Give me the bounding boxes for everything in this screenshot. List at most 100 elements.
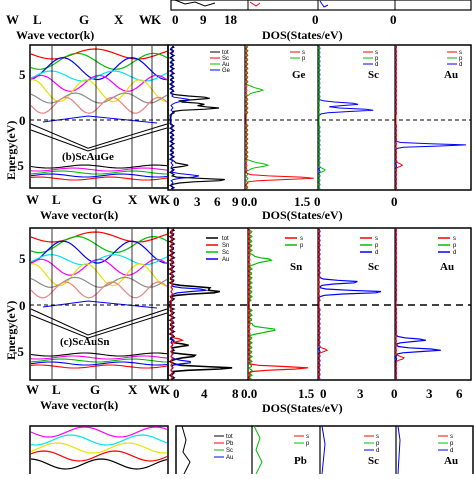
dos-frame-b bbox=[167, 44, 472, 191]
dos-curve-3 bbox=[245, 45, 314, 190]
dos-tick-b-0c: 0 bbox=[391, 194, 398, 209]
element-label-b-ge: Ge bbox=[292, 69, 306, 81]
legend-d-pb-orbitals: s p bbox=[294, 434, 310, 447]
dos-curve-0 bbox=[168, 45, 225, 190]
legend-d-au-orbitals: s p d bbox=[438, 434, 454, 454]
dos-tick-c-0c: 0 bbox=[391, 386, 398, 401]
band-flat-2 bbox=[30, 170, 168, 175]
band-conduction-1 bbox=[30, 52, 168, 70]
legend-b-ge-p: p bbox=[302, 56, 306, 62]
kpoint-W: W bbox=[6, 12, 19, 27]
legend-c-tot: tot bbox=[222, 236, 229, 242]
band-d-0 bbox=[30, 426, 168, 438]
band-conduction-2 bbox=[30, 240, 168, 264]
dos-tick-c-3: 3 bbox=[357, 386, 364, 401]
legend-c-sn: Sn bbox=[222, 243, 229, 249]
dos-frame-c bbox=[167, 227, 472, 381]
legend-c-sc: Sc bbox=[222, 250, 229, 256]
legend-d-au-s: s bbox=[450, 434, 453, 440]
element-label-c-sc: Sc bbox=[368, 261, 379, 273]
legend-b-tot: tot bbox=[222, 50, 229, 56]
energy-tick-b-0: 0 bbox=[19, 113, 26, 128]
band-flat-1 bbox=[30, 355, 168, 360]
compound-label-b: (b)ScAuGe bbox=[62, 151, 114, 163]
dos-curve-d-tot bbox=[181, 425, 191, 475]
legend-d-au: Au bbox=[226, 455, 233, 461]
element-label-d-sc: Sc bbox=[368, 455, 379, 467]
dos-tick-b-15: 1.5 bbox=[294, 194, 311, 209]
legend-d-au-p: p bbox=[450, 441, 454, 447]
dos-curve-top-tot bbox=[174, 0, 216, 7]
band-valence-v1 bbox=[30, 123, 168, 149]
band-kpoint-labels-top: W L G X W K bbox=[6, 12, 162, 27]
legend-c-sc-orbitals: s p d bbox=[360, 236, 379, 256]
legend-b-sc-orbitals: s p d bbox=[363, 50, 379, 68]
band-flat-2 bbox=[30, 358, 168, 363]
band-conduction-6 bbox=[30, 276, 168, 288]
dos-tick-b-0: 0 bbox=[173, 194, 180, 209]
dos-tick-b-6: 6 bbox=[214, 194, 221, 209]
dos-tick-top-9: 9 bbox=[200, 12, 207, 27]
legend-b-sc: Sc bbox=[222, 56, 229, 62]
kpoint-K: K bbox=[151, 12, 162, 27]
kpoint-c-W: W bbox=[26, 382, 39, 397]
element-label-d-pb: Pb bbox=[294, 455, 307, 467]
dos-tick-c-6: 6 bbox=[456, 386, 463, 401]
dos-curve-d-sc bbox=[321, 425, 326, 475]
dos-tick-c-4: 4 bbox=[201, 386, 208, 401]
band-valence-v2 bbox=[30, 312, 168, 339]
legend-d-pb: Pb bbox=[226, 441, 234, 447]
wave-vector-xlabel-top: Wave vector(k) bbox=[16, 28, 94, 42]
dos-tick-c-3b: 3 bbox=[426, 386, 433, 401]
dos-tick-top-0: 0 bbox=[172, 12, 179, 27]
dos-curve-top-s bbox=[249, 1, 261, 7]
dos-tick-b-3: 3 bbox=[194, 194, 201, 209]
dos-tick-top-18: 18 bbox=[224, 12, 238, 27]
kpoint-c-G: G bbox=[90, 382, 100, 397]
legend-c-au: Au bbox=[222, 257, 229, 263]
wave-vector-xlabel-c: Wave vector(k) bbox=[40, 398, 118, 412]
kpoint-b-G: G bbox=[92, 192, 102, 207]
dos-curve-1 bbox=[170, 45, 200, 190]
kpoint-b-L: L bbox=[52, 192, 61, 207]
dos-xlabel-b: DOS(States/eV) bbox=[262, 208, 343, 222]
kpoint-L: L bbox=[33, 12, 42, 27]
element-label-b-sc: Sc bbox=[368, 69, 379, 81]
band-flat-3 bbox=[30, 173, 168, 178]
band-flat-4 bbox=[30, 364, 168, 369]
dos-curve-7 bbox=[395, 228, 441, 380]
legend-d-tot: tot bbox=[226, 434, 233, 440]
band-conduction-5 bbox=[31, 263, 168, 287]
element-label-c-au: Au bbox=[440, 261, 454, 273]
legend-c-sc-p: p bbox=[375, 243, 379, 249]
legend-c-total: tot Sn Sc Au bbox=[206, 236, 229, 263]
legend-d-total: tot Pb Sc Au bbox=[214, 434, 234, 461]
legend-b-au-s: s bbox=[459, 50, 462, 56]
band-frame-b bbox=[29, 44, 169, 189]
dos-curve-d-p bbox=[253, 425, 263, 475]
legend-b-au-p: p bbox=[459, 56, 463, 62]
band-conduction-2 bbox=[30, 57, 168, 81]
dos-tick-c-00: 0.0 bbox=[241, 386, 257, 401]
legend-b-au-orbitals: s p d bbox=[447, 50, 463, 68]
legend-d-sc: Sc bbox=[226, 448, 233, 454]
legend-c-sn-p: p bbox=[300, 243, 304, 249]
kpoint-c-K: K bbox=[160, 382, 171, 397]
dos-tick-c-15: 1.5 bbox=[298, 386, 315, 401]
dos-xlabel-c: DOS(States/eV) bbox=[262, 401, 343, 415]
element-label-c-sn: Sn bbox=[290, 261, 302, 273]
kpoint-c-X: X bbox=[128, 382, 138, 397]
kpoint-c-L: L bbox=[52, 382, 61, 397]
band-valence-v1 bbox=[30, 308, 168, 336]
legend-d-pb-s: s bbox=[306, 434, 309, 440]
dos-xlabel-top: DOS(States/eV) bbox=[262, 28, 343, 42]
band-flat-0 bbox=[30, 164, 168, 169]
legend-b-sc-s: s bbox=[375, 50, 378, 56]
dos-curve-6 bbox=[318, 228, 329, 380]
legend-b-sc-p: p bbox=[375, 56, 379, 62]
element-label-b-au: Au bbox=[444, 69, 458, 81]
dos-curve-3 bbox=[247, 228, 276, 380]
legend-b-ge-s: s bbox=[302, 50, 305, 56]
legend-c-au-s: s bbox=[453, 236, 456, 242]
